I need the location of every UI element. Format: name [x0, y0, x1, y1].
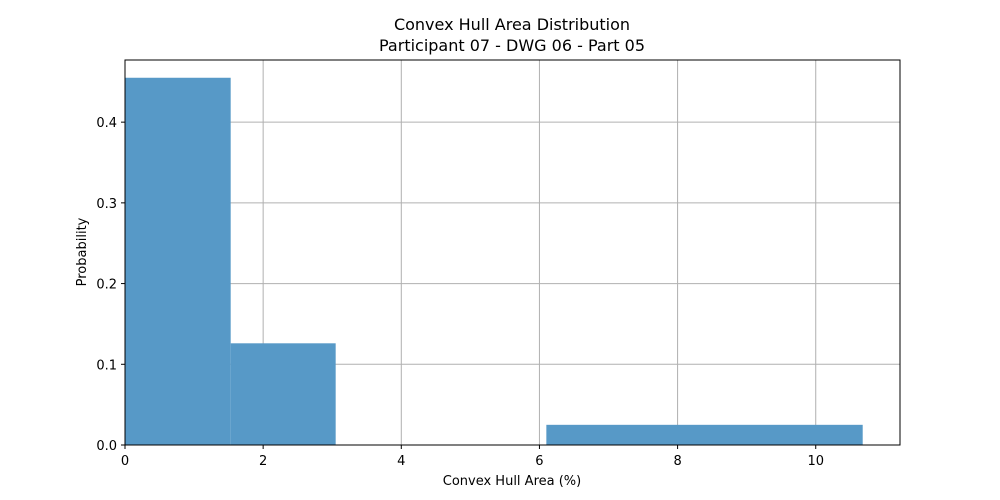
x-axis-label: Convex Hull Area (%): [443, 474, 581, 489]
histogram-bar-1: [125, 77, 231, 446]
y-tick-label: 0.1: [96, 358, 117, 373]
y-tick-label: 0.2: [96, 278, 117, 293]
y-axis-label: Probability: [75, 217, 90, 286]
chart-subtitle: Participant 07 - DWG 06 - Part 05: [379, 36, 645, 55]
plot-frame: [124, 59, 901, 446]
histogram-bar-2: [230, 343, 336, 445]
x-tick-label: 6: [535, 454, 543, 469]
x-tick-label: 2: [259, 454, 267, 469]
y-tick-label: 0.4: [96, 116, 117, 131]
chart-title: Convex Hull Area Distribution: [394, 15, 630, 34]
histogram-bar-5: [546, 424, 863, 445]
y-tick-label: 0.3: [96, 197, 117, 212]
x-tick-label: 10: [807, 454, 824, 469]
y-tick-label: 0.0: [96, 439, 117, 454]
x-tick-label: 0: [121, 454, 129, 469]
x-tick-label: 4: [397, 454, 405, 469]
bars: [125, 77, 863, 446]
x-tick-label: 8: [673, 454, 681, 469]
ticks: 0 2 4 6 8 10 0.0 0.1 0.2 0.3 0.4: [96, 116, 824, 469]
